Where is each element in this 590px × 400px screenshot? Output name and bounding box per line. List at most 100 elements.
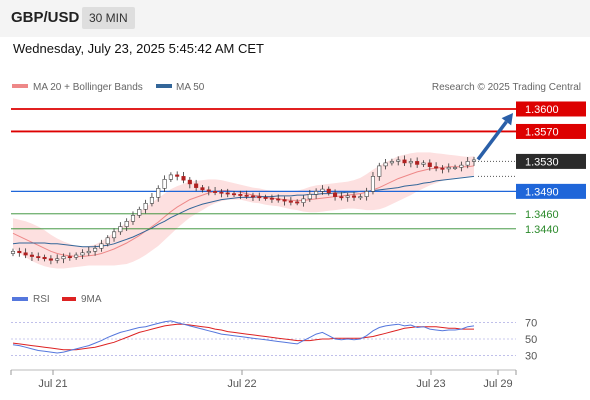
level-label-3: 1.3460 [525,209,559,221]
candle [194,183,199,188]
candle [351,195,357,198]
candle [257,196,262,199]
candle [93,247,98,252]
current-price-tag [516,153,586,169]
candle [434,166,439,169]
candle [471,159,477,162]
price-labels-layer: 1.3600 1.3570 1.3490 1.3460 1.3440 1.3530 [516,101,586,236]
level-tag-0 [516,101,586,117]
candles-layer [10,155,477,265]
moving-average-layer [12,165,475,257]
candle [288,200,293,203]
candle [42,256,47,260]
candle [358,196,363,199]
level-label-4: 1.3440 [525,224,559,236]
header-bar: GBP/USD 30 MIN [0,0,590,37]
candle [187,179,192,185]
current-price-label: 1.3530 [525,156,559,168]
candle [112,231,117,239]
candle [446,167,451,170]
candle [74,254,79,258]
candle [402,159,407,164]
rsi-ma-legend-label: 9MA [81,294,102,305]
x-tick-label: Jul 22 [227,378,256,390]
candle [295,201,300,204]
candle [333,192,338,197]
candle [149,197,154,204]
level-label-2: 1.3490 [525,186,559,198]
candle [415,161,420,165]
candle [156,188,161,198]
candle [17,250,22,254]
candle [244,194,249,197]
candle [130,215,136,222]
candle [231,193,237,196]
candle [377,165,382,177]
candle [200,187,205,191]
level-tag-1 [516,123,586,139]
candle [301,198,306,203]
candle [168,174,173,180]
candle [67,256,72,259]
candle [320,188,325,192]
candle [345,195,350,198]
level-label-0: 1.3600 [525,104,559,116]
rsi-legend-label: RSI [33,294,50,305]
candle [162,179,167,189]
rsi-tick-30: 30 [525,350,537,362]
currency-pair: GBP/USD [11,9,80,26]
candle [86,250,91,254]
candle [250,195,256,198]
ma20-legend-label: MA 20 + Bollinger Bands [33,82,143,93]
candle [314,191,319,195]
candle [124,221,129,227]
candle [118,226,123,233]
candle [36,256,41,259]
candle [408,161,413,164]
candle [465,161,470,166]
candle [364,191,369,197]
candle [48,258,53,261]
candle [396,159,401,162]
forecast-arrow-head [501,112,513,126]
candle [276,198,281,201]
candle [137,209,142,216]
candle [23,252,28,256]
rsi-panel: 70 50 30 [11,318,537,362]
x-tick-label: Jul 29 [483,378,512,390]
copyright-credit: Research © 2025 Trading Central [432,82,581,93]
x-axis-ticks: Jul 21 Jul 22 Jul 23 Jul 29 [10,370,517,390]
ma20-legend-swatch [12,84,28,88]
candle [181,176,186,181]
candle [339,196,344,199]
ma20-line [12,165,475,257]
candle [440,167,445,170]
rsi-ma-line [12,323,474,351]
ma50-legend-swatch [156,84,172,88]
candle [282,199,287,202]
candle [269,197,274,200]
candle [383,162,388,167]
candle [370,176,375,192]
candle [307,194,312,200]
x-tick-label: Jul 21 [38,378,67,390]
bollinger-band-layer [13,152,474,269]
candle [206,189,211,192]
level-lines-layer [11,108,516,230]
ma50-legend-label: MA 50 [176,82,205,93]
candle [55,258,60,261]
candle [213,191,218,193]
candle [61,256,66,260]
candle [29,254,34,257]
timeframe-badge[interactable]: 30 MIN [82,7,135,29]
rsi-tick-50: 50 [525,334,537,346]
rsi-ma-legend-swatch [62,297,76,301]
candle [263,197,268,199]
x-tick-label: Jul 23 [416,378,445,390]
level-label-1: 1.3570 [525,126,559,138]
candle [219,191,224,194]
candle [99,243,104,249]
candle [80,252,85,256]
rsi-tick-70: 70 [525,318,537,330]
candle [389,161,394,164]
